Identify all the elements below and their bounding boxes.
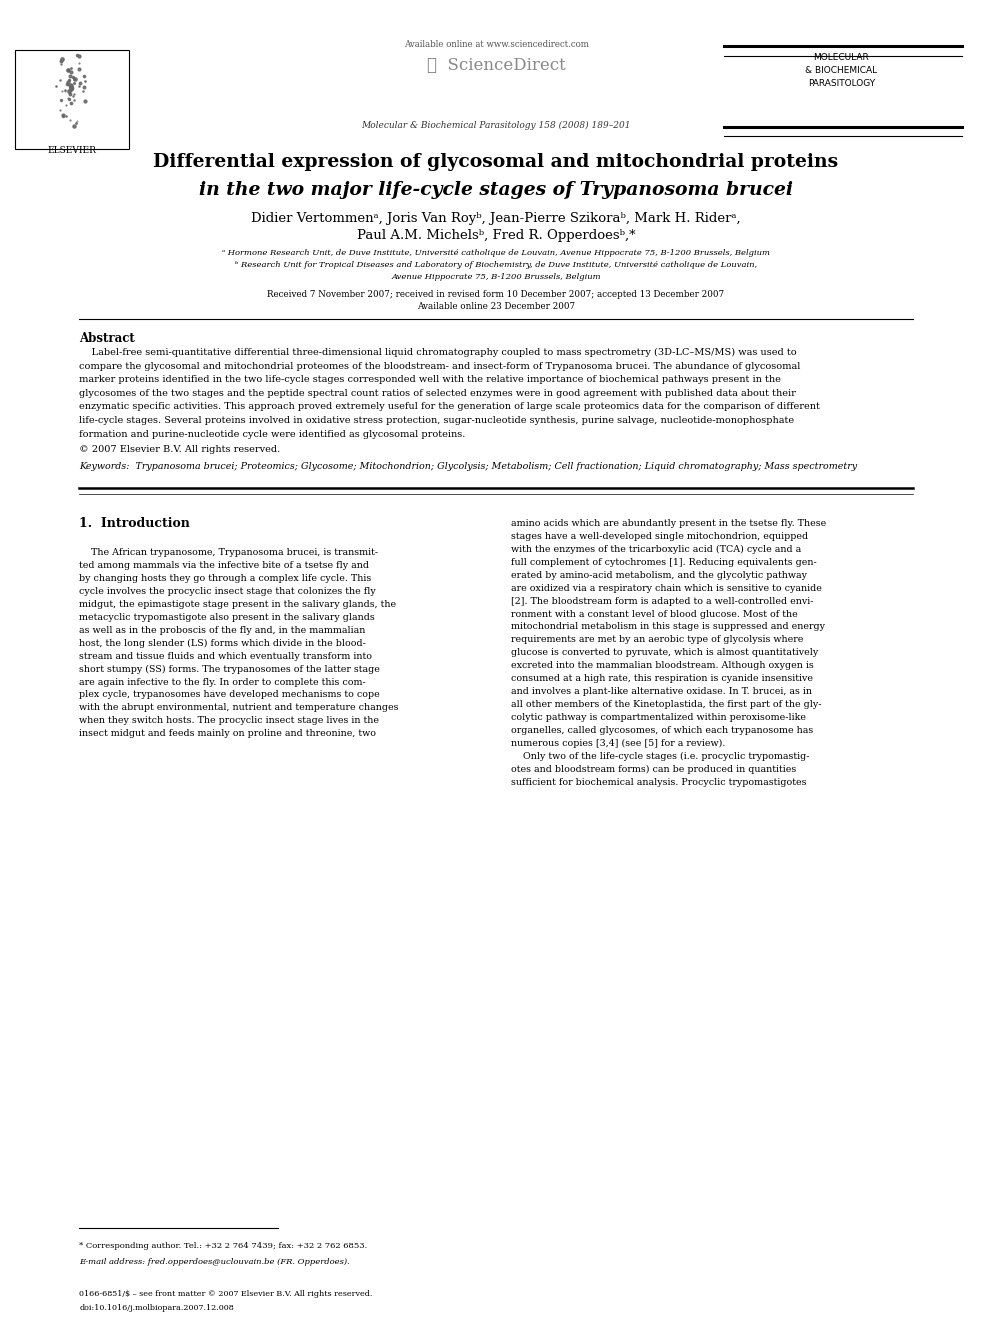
Text: * Corresponding author. Tel.: +32 2 764 7439; fax: +32 2 762 6853.: * Corresponding author. Tel.: +32 2 764 …: [79, 1242, 368, 1250]
Text: Available online at www.sciencedirect.com: Available online at www.sciencedirect.co…: [404, 40, 588, 49]
Text: compare the glycosomal and mitochondrial proteomes of the bloodstream- and insec: compare the glycosomal and mitochondrial…: [79, 361, 801, 370]
Text: sufficient for biochemical analysis. Procyclic trypomastigotes: sufficient for biochemical analysis. Pro…: [511, 778, 806, 787]
Text: 1.  Introduction: 1. Introduction: [79, 517, 190, 531]
Text: are oxidized via a respiratory chain which is sensitive to cyanide: are oxidized via a respiratory chain whi…: [511, 583, 821, 593]
Text: MOLECULAR: MOLECULAR: [813, 53, 869, 62]
Text: E-mail address: fred.opperdoes@uclouvain.be (FR. Opperdoes).: E-mail address: fred.opperdoes@uclouvain…: [79, 1258, 350, 1266]
Text: excreted into the mammalian bloodstream. Although oxygen is: excreted into the mammalian bloodstream.…: [511, 662, 813, 671]
Text: consumed at a high rate, this respiration is cyanide insensitive: consumed at a high rate, this respiratio…: [511, 675, 812, 684]
Text: otes and bloodstream forms) can be produced in quantities: otes and bloodstream forms) can be produ…: [511, 765, 797, 774]
Text: insect midgut and feeds mainly on proline and threonine, two: insect midgut and feeds mainly on prolin…: [79, 729, 376, 738]
Text: organelles, called glycosomes, of which each trypanosome has: organelles, called glycosomes, of which …: [511, 726, 813, 736]
Text: full complement of cytochromes [1]. Reducing equivalents gen-: full complement of cytochromes [1]. Redu…: [511, 558, 816, 566]
Text: colytic pathway is compartmentalized within peroxisome-like: colytic pathway is compartmentalized wit…: [511, 713, 806, 722]
Text: Molecular & Biochemical Parasitology 158 (2008) 189–201: Molecular & Biochemical Parasitology 158…: [361, 120, 631, 130]
Text: glycosomes of the two stages and the peptide spectral count ratios of selected e: glycosomes of the two stages and the pep…: [79, 389, 797, 398]
Text: plex cycle, trypanosomes have developed mechanisms to cope: plex cycle, trypanosomes have developed …: [79, 691, 380, 700]
Text: when they switch hosts. The procyclic insect stage lives in the: when they switch hosts. The procyclic in…: [79, 717, 379, 725]
Text: erated by amino-acid metabolism, and the glycolytic pathway: erated by amino-acid metabolism, and the…: [511, 570, 806, 579]
Text: mitochondrial metabolism in this stage is suppressed and energy: mitochondrial metabolism in this stage i…: [511, 623, 825, 631]
Text: enzymatic specific activities. This approach proved extremely useful for the gen: enzymatic specific activities. This appr…: [79, 402, 820, 411]
Text: ᵇ Research Unit for Tropical Diseases and Laboratory of Biochemistry, de Duve In: ᵇ Research Unit for Tropical Diseases an…: [235, 261, 757, 269]
Text: Received 7 November 2007; received in revised form 10 December 2007; accepted 13: Received 7 November 2007; received in re…: [268, 290, 724, 299]
Text: with the abrupt environmental, nutrient and temperature changes: with the abrupt environmental, nutrient …: [79, 704, 399, 713]
Text: short stumpy (SS) forms. The trypanosomes of the latter stage: short stumpy (SS) forms. The trypanosome…: [79, 664, 380, 673]
Text: [2]. The bloodstream form is adapted to a well-controlled envi-: [2]. The bloodstream form is adapted to …: [511, 597, 813, 606]
Text: & BIOCHEMICAL: & BIOCHEMICAL: [806, 66, 877, 75]
Text: with the enzymes of the tricarboxylic acid (TCA) cycle and a: with the enzymes of the tricarboxylic ac…: [511, 545, 802, 554]
Text: Keywords:  Trypanosoma brucei; Proteomics; Glycosome; Mitochondrion; Glycolysis;: Keywords: Trypanosoma brucei; Proteomics…: [79, 462, 857, 471]
Text: ronment with a constant level of blood glucose. Most of the: ronment with a constant level of blood g…: [511, 610, 798, 619]
Text: Label-free semi-quantitative differential three-dimensional liquid chromatograph: Label-free semi-quantitative differentia…: [79, 348, 797, 357]
Text: Paul A.M. Michelsᵇ, Fred R. Opperdoesᵇ,*: Paul A.M. Michelsᵇ, Fred R. Opperdoesᵇ,*: [357, 229, 635, 242]
Text: doi:10.1016/j.molbiopara.2007.12.008: doi:10.1016/j.molbiopara.2007.12.008: [79, 1304, 234, 1312]
Text: midgut, the epimastigote stage present in the salivary glands, the: midgut, the epimastigote stage present i…: [79, 599, 397, 609]
Text: PARASITOLOGY: PARASITOLOGY: [807, 79, 875, 89]
Text: requirements are met by an aerobic type of glycolysis where: requirements are met by an aerobic type …: [511, 635, 804, 644]
Text: Only two of the life-cycle stages (i.e. procyclic trypomastig-: Only two of the life-cycle stages (i.e. …: [511, 751, 809, 761]
Text: The African trypanosome, Trypanosoma brucei, is transmit-: The African trypanosome, Trypanosoma bru…: [79, 548, 379, 557]
Text: metacyclic trypomastigote also present in the salivary glands: metacyclic trypomastigote also present i…: [79, 613, 375, 622]
Text: ᵃ Hormone Research Unit, de Duve Institute, Université catholique de Louvain, Av: ᵃ Hormone Research Unit, de Duve Institu…: [222, 249, 770, 257]
Text: amino acids which are abundantly present in the tsetse fly. These: amino acids which are abundantly present…: [511, 519, 826, 528]
Text: © 2007 Elsevier B.V. All rights reserved.: © 2007 Elsevier B.V. All rights reserved…: [79, 445, 281, 454]
Text: glucose is converted to pyruvate, which is almost quantitatively: glucose is converted to pyruvate, which …: [511, 648, 818, 658]
Text: numerous copies [3,4] (see [5] for a review).: numerous copies [3,4] (see [5] for a rev…: [511, 740, 725, 749]
Text: in the two major life-cycle stages of Trypanosoma brucei: in the two major life-cycle stages of Tr…: [199, 181, 793, 200]
Text: all other members of the Kinetoplastida, the first part of the gly-: all other members of the Kinetoplastida,…: [511, 700, 821, 709]
Text: Avenue Hippocrate 75, B-1200 Brussels, Belgium: Avenue Hippocrate 75, B-1200 Brussels, B…: [391, 273, 601, 280]
Text: and involves a plant-like alternative oxidase. In T. brucei, as in: and involves a plant-like alternative ox…: [511, 688, 811, 696]
Text: by changing hosts they go through a complex life cycle. This: by changing hosts they go through a comp…: [79, 574, 372, 583]
Text: marker proteins identified in the two life-cycle stages corresponded well with t: marker proteins identified in the two li…: [79, 376, 782, 384]
Text: stream and tissue fluids and which eventually transform into: stream and tissue fluids and which event…: [79, 652, 372, 660]
Text: cycle involves the procyclic insect stage that colonizes the fly: cycle involves the procyclic insect stag…: [79, 587, 376, 595]
Text: are again infective to the fly. In order to complete this com-: are again infective to the fly. In order…: [79, 677, 366, 687]
Text: Abstract: Abstract: [79, 332, 135, 345]
Text: as well as in the proboscis of the fly and, in the mammalian: as well as in the proboscis of the fly a…: [79, 626, 366, 635]
Text: ❧  ScienceDirect: ❧ ScienceDirect: [427, 57, 565, 74]
Text: Available online 23 December 2007: Available online 23 December 2007: [417, 302, 575, 311]
Text: host, the long slender (LS) forms which divide in the blood-: host, the long slender (LS) forms which …: [79, 639, 366, 648]
Text: Differential expression of glycosomal and mitochondrial proteins: Differential expression of glycosomal an…: [154, 153, 838, 172]
Text: stages have a well-developed single mitochondrion, equipped: stages have a well-developed single mito…: [511, 532, 808, 541]
Text: ELSEVIER: ELSEVIER: [47, 146, 96, 155]
Text: ted among mammals via the infective bite of a tsetse fly and: ted among mammals via the infective bite…: [79, 561, 369, 570]
Text: formation and purine-nucleotide cycle were identified as glycosomal proteins.: formation and purine-nucleotide cycle we…: [79, 430, 465, 439]
Bar: [15, 50, 129, 149]
Text: Didier Vertommenᵃ, Joris Van Royᵇ, Jean-Pierre Szikoraᵇ, Mark H. Riderᵃ,: Didier Vertommenᵃ, Joris Van Royᵇ, Jean-…: [251, 212, 741, 225]
Text: life-cycle stages. Several proteins involved in oxidative stress protection, sug: life-cycle stages. Several proteins invo…: [79, 415, 795, 425]
Text: 0166-6851/$ – see front matter © 2007 Elsevier B.V. All rights reserved.: 0166-6851/$ – see front matter © 2007 El…: [79, 1290, 373, 1298]
